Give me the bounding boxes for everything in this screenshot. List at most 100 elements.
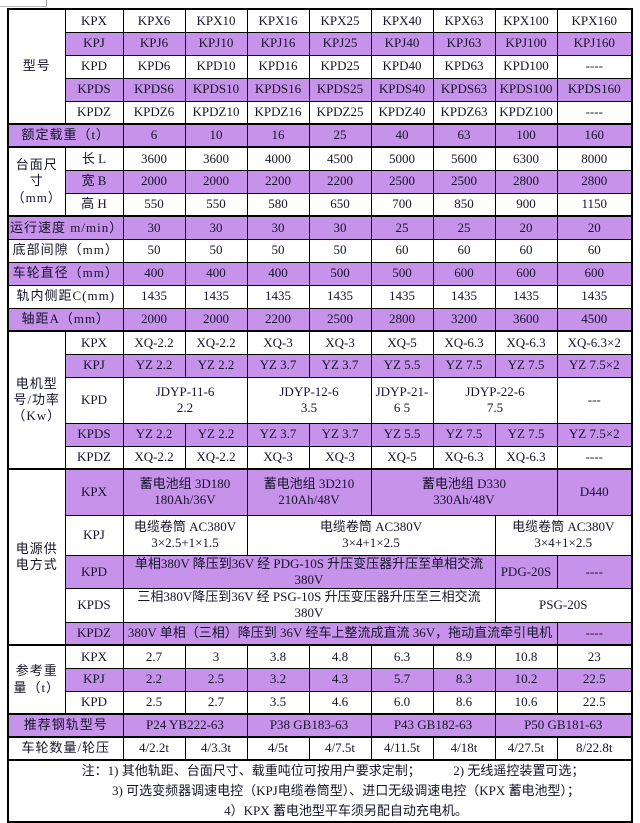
data-cell: 10.2 — [494, 667, 558, 692]
data-cell: 4/11.5t — [370, 736, 434, 761]
data-cell: KPDZ10 — [184, 100, 248, 125]
model-sublabel: KPD — [64, 376, 124, 424]
data-cell: 2.2 — [122, 667, 186, 692]
data-cell: 63 — [432, 123, 496, 148]
data-cell: KPD25 — [308, 54, 372, 79]
data-cell: YZ 3.7 — [246, 353, 310, 378]
data-cell: KPDZ25 — [308, 100, 372, 125]
data-cell: 蓄电池组 D330 330Ah/48V — [370, 468, 558, 516]
data-cell: ---- — [556, 445, 633, 470]
model-sublabel: 高 H — [64, 192, 124, 217]
data-cell: 2000 — [184, 307, 248, 332]
data-cell: XQ-2.2 — [184, 330, 248, 355]
data-cell: KPDZ16 — [246, 100, 310, 125]
table-row: 推荐钢轨型号 P24 YB222-63 P38 GB183-63 P43 GB182-… — [7, 713, 633, 738]
table-row: KPJ YZ 2.2 YZ 2.2 YZ 3.7 YZ 3.7 YZ 5.5 YZ 7.5 Y… — [8, 353, 633, 378]
data-cell: 650 — [308, 192, 372, 217]
model-sublabel: KPDS — [64, 77, 124, 102]
note-line: 注：1) 其他轨距、台面尺寸、载重吨位可按用户要求定制； 2) 无线遥控装置可选… — [81, 762, 585, 778]
data-cell: 850 — [432, 192, 496, 217]
table-row: 宽 B 2000 2000 2200 2200 2500 2500 2800 2800 — [8, 169, 633, 194]
table-row: KPD JDYP-11-6 2.2 JDYP-12-6 3.5 JDYP-21- 6 … — [8, 376, 633, 424]
data-cell: 8/22.8t — [556, 736, 633, 761]
data-cell: YZ 3.7 — [308, 353, 372, 378]
data-cell: P24 YB222-63 — [122, 713, 248, 738]
model-sublabel: KPX — [64, 330, 124, 355]
data-cell: 4.6 — [308, 690, 372, 715]
data-cell: 22.5 — [556, 667, 633, 692]
data-cell: 2.5 — [184, 667, 248, 692]
data-cell: 1435 — [432, 284, 496, 309]
table-row: 参考重 量（t） KPX 2.7 3 3.8 4.8 6.3 8.9 10.8 23 — [7, 644, 633, 715]
row-label: 电源供 电方式 — [7, 468, 66, 646]
model-sublabel: KPX — [64, 644, 124, 669]
data-cell: 5600 — [432, 146, 496, 171]
model-sublabel: KPX — [64, 8, 124, 33]
row-label: 运行速度 m/min） — [7, 215, 124, 240]
data-cell: 3600 — [184, 146, 248, 171]
data-cell: XQ-2.2 — [122, 445, 186, 470]
table-row: KPJ KPJ6 KPJ10 KPJ16 KPJ25 KPJ40 KPJ63 KPJ100 KP… — [8, 31, 633, 56]
data-cell: XQ-6.3×2 — [556, 330, 633, 355]
data-cell: YZ 2.2 — [184, 422, 248, 447]
data-cell: 10 — [184, 123, 248, 148]
data-cell: 550 — [122, 192, 186, 217]
data-cell: YZ 2.2 — [122, 353, 186, 378]
data-cell: KPDS100 — [494, 77, 558, 102]
data-cell: 60 — [494, 238, 558, 263]
data-cell: 600 — [494, 261, 558, 286]
data-cell: 2200 — [246, 307, 310, 332]
data-cell: 30 — [308, 215, 372, 240]
data-cell: 4/2.2t — [122, 736, 186, 761]
table-row: KPDS 三相380V降压到36V 经 PSG-10S 升压变压器升压至三相交流3… — [8, 588, 633, 623]
data-cell: XQ-3 — [308, 330, 372, 355]
table-row: 高 H 550 550 580 650 700 850 900 1150 — [8, 192, 633, 217]
data-cell: 4500 — [556, 307, 633, 332]
model-sublabel: KPX — [64, 468, 124, 516]
data-cell: 2500 — [432, 169, 496, 194]
model-sublabel: KPJ — [64, 667, 124, 692]
model-sublabel: KPDS — [64, 422, 124, 447]
table-row: 电源供 电方式 KPX 蓄电池组 3D180 180Ah/36V 蓄电池组 3D210… — [7, 468, 633, 646]
data-cell: 160 — [556, 123, 633, 148]
row-label: 推荐钢轨型号 — [7, 713, 124, 738]
note-line: 3) 可选变频器调速电控（KPJ电缆卷筒型）、进口无级调速电控（KPX 蓄电池型… — [111, 782, 580, 798]
data-cell: KPJ40 — [370, 31, 434, 56]
data-cell: 380V 单相（三相）降压到 36V 经车上整流成直流 36V，拖动直流牵引电机 — [122, 621, 558, 646]
crop-artifact — [0, 0, 47, 7]
data-cell: ---- — [556, 100, 633, 125]
note-line: 4）KPX 蓄电池型平车须另配自动充电机。 — [224, 803, 468, 819]
data-cell: 1435 — [184, 284, 248, 309]
data-cell: 1435 — [246, 284, 310, 309]
data-cell: 4/18t — [432, 736, 496, 761]
spec-table-body: 型号 KPX KPX6 KPX10 KPX16 KPX25 KPX40 KPX63 KPX100… — [7, 8, 633, 823]
data-cell: 2800 — [370, 307, 434, 332]
data-cell: 电缆卷筒 AC380V 3×2.5+1×1.5 — [122, 514, 248, 556]
data-cell: KPX25 — [308, 8, 372, 33]
data-cell: 5000 — [370, 146, 434, 171]
table-row: KPJ 2.2 2.5 3.2 4.3 5.7 8.3 10.2 22.5 — [8, 667, 633, 692]
table-row: 台面尺 寸 （mm）长 L 3600 3600 4000 4500 5000 5600 630… — [7, 146, 633, 217]
data-cell: 22.5 — [556, 690, 633, 715]
data-cell: XQ-6.3 — [494, 330, 558, 355]
data-cell: 2800 — [556, 169, 633, 194]
row-label: 轴距A（mm） — [7, 307, 124, 332]
data-cell: 8.6 — [432, 690, 496, 715]
data-cell: KPD10 — [184, 54, 248, 79]
data-cell: KPJ6 — [122, 31, 186, 56]
row-label: 型号 — [7, 8, 66, 125]
model-sublabel: KPJ — [64, 514, 124, 556]
data-cell: 1150 — [556, 192, 633, 217]
table-row: KPDZ XQ-2.2 XQ-2.2 XQ-3 XQ-3 XQ-5 XQ-6.3 XQ-6.3… — [8, 445, 633, 470]
data-cell: 30 — [122, 215, 186, 240]
data-cell: 2800 — [494, 169, 558, 194]
data-cell: YZ 3.7 — [308, 422, 372, 447]
data-cell: YZ 2.2 — [122, 422, 186, 447]
data-cell: KPDS63 — [432, 77, 496, 102]
row-label: 额定载重（t） — [7, 123, 124, 148]
data-cell: 30 — [184, 215, 248, 240]
data-cell: 6.0 — [370, 690, 434, 715]
data-cell: 580 — [246, 192, 310, 217]
data-cell: P38 GB183-63 — [246, 713, 372, 738]
data-cell: 4.3 — [308, 667, 372, 692]
